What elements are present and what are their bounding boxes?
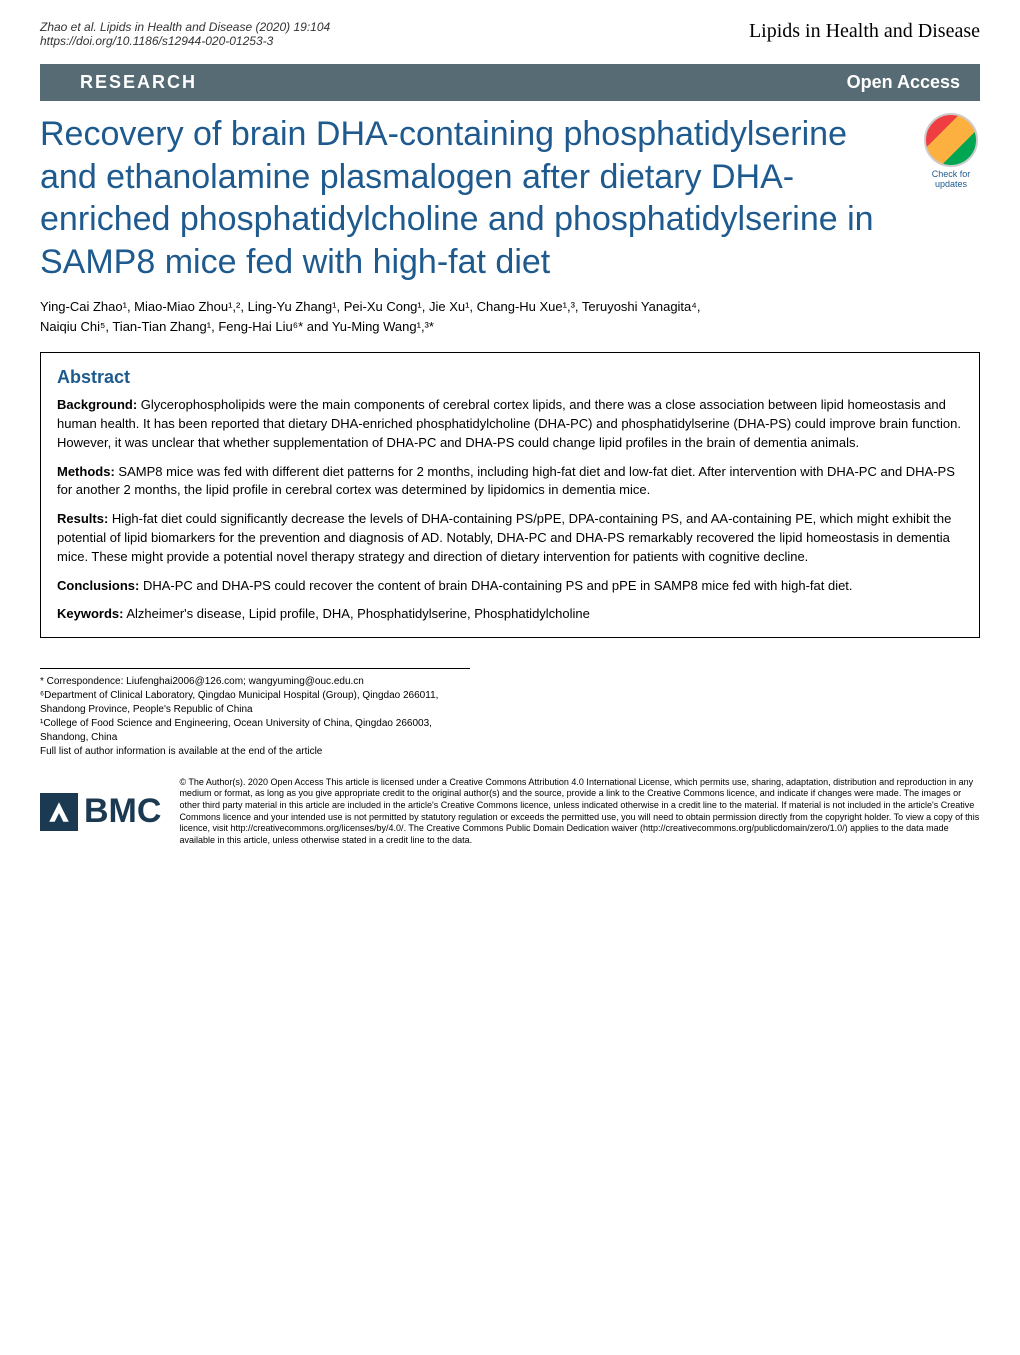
license-link-1[interactable]: http://creativecommons.org/licenses/by/4… [230,823,403,833]
crossmark-icon [924,113,978,167]
citation: Zhao et al. Lipids in Health and Disease… [40,20,330,34]
correspondence-emails[interactable]: Liufenghai2006@126.com; wangyuming@ouc.e… [126,676,364,687]
abstract-results: Results: High-fat diet could significant… [57,510,963,567]
footer: BMC © The Author(s). 2020 Open Access Th… [0,767,1020,871]
citation-block: Zhao et al. Lipids in Health and Disease… [40,20,330,48]
abstract-methods: Methods: SAMP8 mice was fed with differe… [57,463,963,501]
article-type-bar: RESEARCH Open Access [40,64,980,101]
license-between: . The Creative Commons Public Domain Ded… [404,823,643,833]
background-label: Background: [57,397,137,412]
abstract-background: Background: Glycerophospholipids were th… [57,396,963,453]
authors-line-1: Ying-Cai Zhao¹, Miao-Miao Zhou¹,², Ling-… [40,297,980,317]
keywords-row: Keywords: Alzheimer's disease, Lipid pro… [57,606,963,621]
results-label: Results: [57,511,108,526]
title-row: Recovery of brain DHA-containing phospha… [0,101,1020,289]
footnotes: * Correspondence: Liufenghai2006@126.com… [40,668,470,759]
methods-label: Methods: [57,464,115,479]
correspondence-label: * Correspondence: [40,676,126,687]
authors-line-2: Naiqiu Chi⁵, Tian-Tian Zhang¹, Feng-Hai … [40,317,980,337]
methods-text: SAMP8 mice was fed with different diet p… [57,464,955,498]
abstract-box: Abstract Background: Glycerophospholipid… [40,352,980,638]
full-affil-note: Full list of author information is avail… [40,745,470,759]
journal-name: Lipids in Health and Disease [749,20,980,43]
affiliation-1: ¹College of Food Science and Engineering… [40,717,470,745]
bmc-mark-icon [40,793,78,831]
open-access-label: Open Access [847,72,960,93]
keywords-text: Alzheimer's disease, Lipid profile, DHA,… [126,606,590,621]
authors: Ying-Cai Zhao¹, Miao-Miao Zhou¹,², Ling-… [0,289,1020,346]
correspondence-line: * Correspondence: Liufenghai2006@126.com… [40,675,470,689]
doi: https://doi.org/10.1186/s12944-020-01253… [40,34,330,48]
conclusions-label: Conclusions: [57,578,139,593]
results-text: High-fat diet could significantly decrea… [57,511,951,564]
article-type: RESEARCH [80,72,197,93]
license-link-2[interactable]: http://creativecommons.org/publicdomain/… [643,823,845,833]
header: Zhao et al. Lipids in Health and Disease… [0,0,1020,56]
conclusions-text: DHA-PC and DHA-PS could recover the cont… [143,578,853,593]
crossmark-caption: Check for updates [922,169,980,189]
affiliation-6: ⁶Department of Clinical Laboratory, Qing… [40,689,470,717]
crossmark-badge[interactable]: Check for updates [922,113,980,189]
license-text: © The Author(s). 2020 Open Access This a… [179,777,980,847]
keywords-label: Keywords: [57,606,123,621]
abstract-conclusions: Conclusions: DHA-PC and DHA-PS could rec… [57,577,963,596]
article-title: Recovery of brain DHA-containing phospha… [40,113,910,283]
background-text: Glycerophospholipids were the main compo… [57,397,961,450]
bmc-logo: BMC [40,792,161,831]
abstract-heading: Abstract [57,367,963,388]
bmc-text: BMC [84,792,161,831]
